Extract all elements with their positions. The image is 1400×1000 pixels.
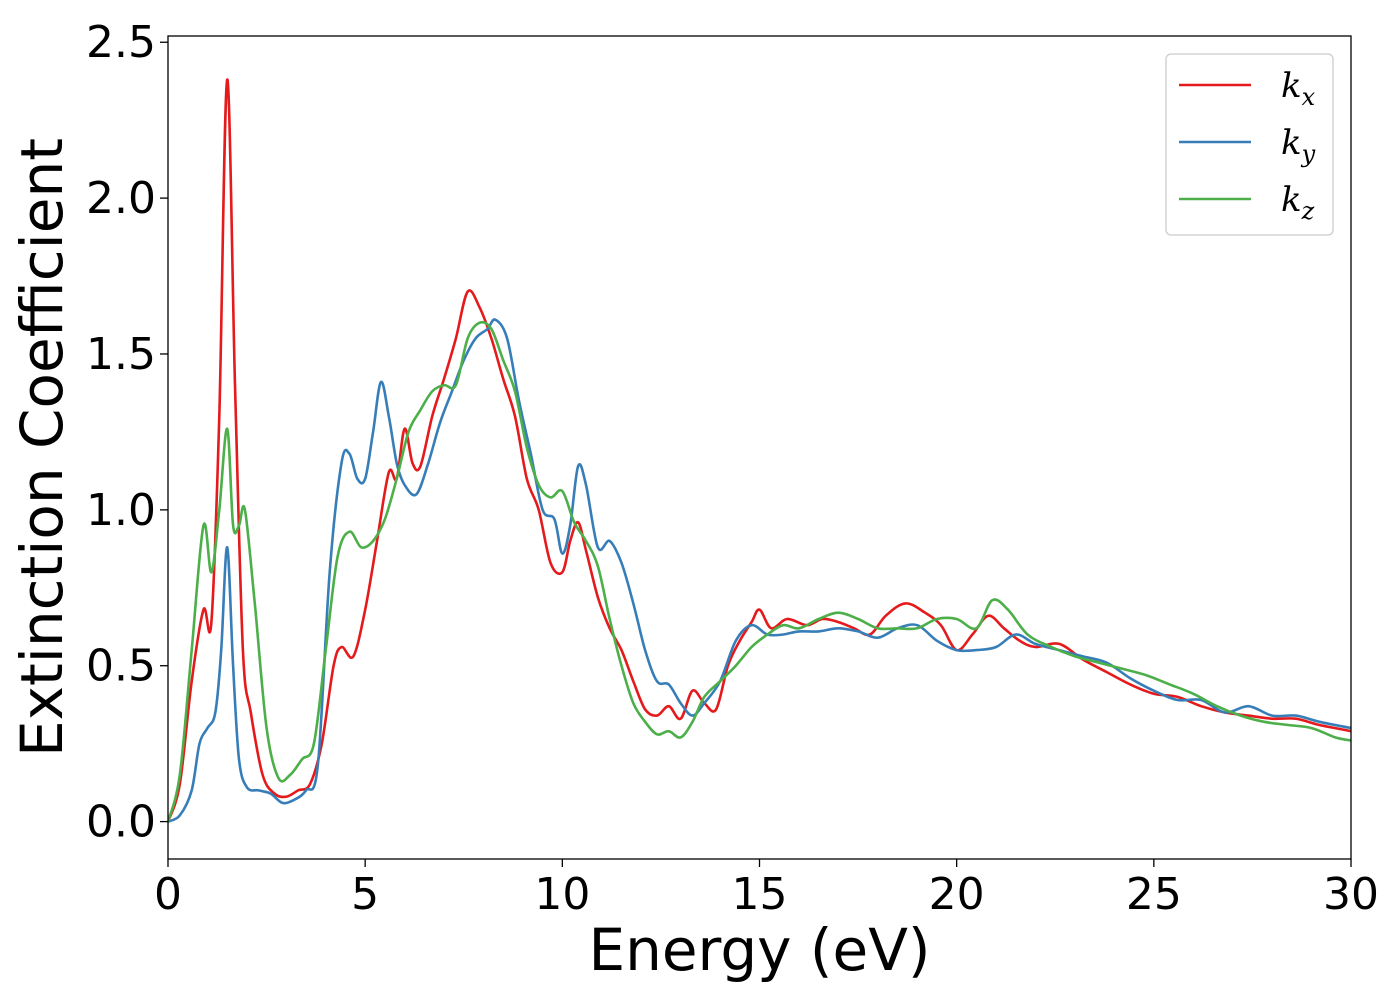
legend-label-x: kx bbox=[1281, 66, 1316, 111]
legend-label-y: ky bbox=[1281, 123, 1316, 168]
legend-label-main: k bbox=[1281, 180, 1302, 220]
x-tick-label: 30 bbox=[1323, 869, 1379, 920]
y-tick-label: 1.0 bbox=[86, 485, 156, 536]
x-tick-label: 20 bbox=[929, 869, 985, 920]
series-layer bbox=[168, 78, 1351, 823]
y-tick-label: 0.0 bbox=[86, 797, 156, 848]
x-tick-label: 25 bbox=[1126, 869, 1182, 920]
legend-label-z: kz bbox=[1281, 180, 1315, 225]
x-tick-label: 5 bbox=[351, 869, 379, 920]
series-line-x bbox=[168, 78, 1351, 823]
legend-frame bbox=[1165, 53, 1334, 236]
y-tick-label: 2.0 bbox=[86, 173, 156, 224]
series-line-z bbox=[168, 320, 1351, 823]
x-axis: 0 5 10 15 20 25 30 bbox=[154, 859, 1379, 920]
x-tick-label: 15 bbox=[732, 869, 788, 920]
series-line-y bbox=[168, 318, 1351, 823]
legend-label-main: k bbox=[1281, 123, 1302, 163]
y-tick-label: 0.5 bbox=[86, 641, 156, 692]
x-tick-label: 0 bbox=[154, 869, 182, 920]
legend-label-sub: y bbox=[1301, 140, 1316, 168]
legend-label-sub: z bbox=[1301, 197, 1315, 225]
x-tick-label: 10 bbox=[534, 869, 590, 920]
y-axis-label: Extinction Coefficient bbox=[8, 138, 76, 757]
x-axis-label: Energy (eV) bbox=[588, 916, 930, 984]
y-tick-label: 2.5 bbox=[86, 17, 156, 68]
legend-label-main: k bbox=[1281, 66, 1302, 106]
y-axis: 0.0 0.5 1.0 1.5 2.0 2.5 bbox=[86, 17, 168, 848]
legend-label-sub: x bbox=[1302, 83, 1316, 111]
y-tick-label: 1.5 bbox=[86, 329, 156, 380]
